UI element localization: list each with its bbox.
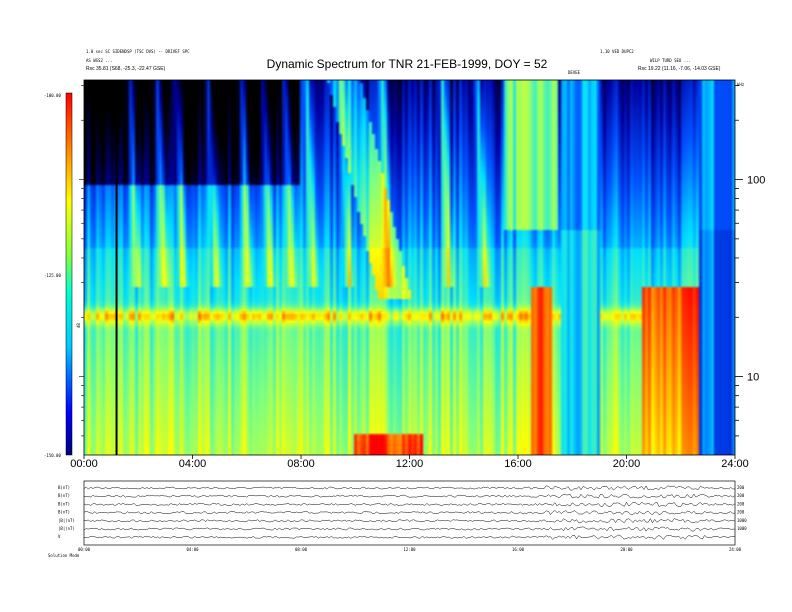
trace-panel: B(nT) 200 B(nT) 200 B(nT) 200 B(nT) 200 |B|(nT) 1…: [58, 485, 747, 552]
trace-right-label: 200: [737, 501, 745, 506]
trace-line: [84, 527, 735, 531]
trace-label: B(nT): [58, 510, 70, 515]
trace-x-tick-label: 12:00: [403, 547, 416, 552]
colorbar: [66, 93, 72, 455]
colorbar-label: dB: [76, 323, 81, 328]
header-mid-tag: DEVEE: [568, 70, 581, 75]
header-right-value: Rsc 19.22 (11.16, -7.06, -14.03 GSE): [638, 66, 721, 72]
header-left-line-2: AS WSS2 ...: [86, 58, 113, 63]
trace-line: [84, 535, 735, 539]
colorbar-tick-label: -150.00: [44, 453, 61, 458]
trace-x-tick-label: 20:00: [620, 547, 633, 552]
x-tick-label: 12:00: [396, 458, 424, 470]
trace-line: [84, 502, 735, 506]
trace-right-label: 200: [737, 485, 745, 490]
y-units-label: kHz: [737, 82, 745, 87]
trace-x-tick-label: 04:00: [186, 547, 199, 552]
x-tick-label: 04:00: [179, 458, 207, 470]
x-tick-label: 08:00: [287, 458, 315, 470]
trace-label: |B|(nT): [58, 526, 75, 531]
trace-label: B(nT): [58, 493, 70, 498]
y-tick-label: 10: [747, 372, 759, 384]
y-tick-label: 100: [747, 175, 765, 187]
spectrogram: [84, 80, 735, 455]
colorbar-tick-label: -125.00: [44, 273, 61, 278]
trace-right-label: 1000: [737, 526, 747, 531]
x-axis: 00:00 04:00 08:00 12:00 16:00 20:00 24:00: [70, 455, 749, 470]
trace-x-tick-label: 08:00: [295, 547, 308, 552]
trace-line: [84, 510, 735, 514]
trace-right-label: 200: [737, 510, 745, 515]
x-tick-label: 24:00: [721, 458, 749, 470]
trace-line: [84, 486, 735, 490]
trace-line: [84, 519, 735, 523]
x-tick-label: 00:00: [70, 458, 98, 470]
trace-line: [84, 494, 735, 498]
trace-right-label: 1000: [737, 518, 747, 523]
trace-x-tick-label: 00:00: [78, 547, 91, 552]
trace-right-label: 200: [737, 493, 745, 498]
trace-label: |B|(nT): [58, 518, 75, 523]
x-tick-label: 20:00: [613, 458, 641, 470]
header-right-line-1: 1.10 VED DUPC2: [600, 49, 634, 54]
trace-x-tick-label: 16:00: [512, 547, 525, 552]
header-left-value: Rsc 35.81 (S68, -25.3, -22.47 GSE): [86, 66, 166, 72]
colorbar-tick-label: -100.00: [44, 93, 61, 98]
trace-label: V: [58, 534, 61, 539]
trace-label: B(nT): [58, 485, 70, 490]
header-right-line-2: WILP TURD SEO ...: [650, 58, 691, 63]
x-tick-label: 16:00: [504, 458, 532, 470]
spectrogram-image: [84, 80, 735, 455]
trace-panel-frame: [84, 481, 735, 545]
chart-title: Dynamic Spectrum for TNR 21-FEB-1999, DO…: [267, 57, 548, 71]
trace-x-tick-label: 24:00: [729, 547, 742, 552]
trace-label: B(nT): [58, 501, 70, 506]
trace-footer: Solution Mode: [48, 553, 80, 558]
header-left-line-1: 1.0 sec SC SIDENDSP (TSC DVS) -- DRIVEF …: [86, 49, 190, 54]
